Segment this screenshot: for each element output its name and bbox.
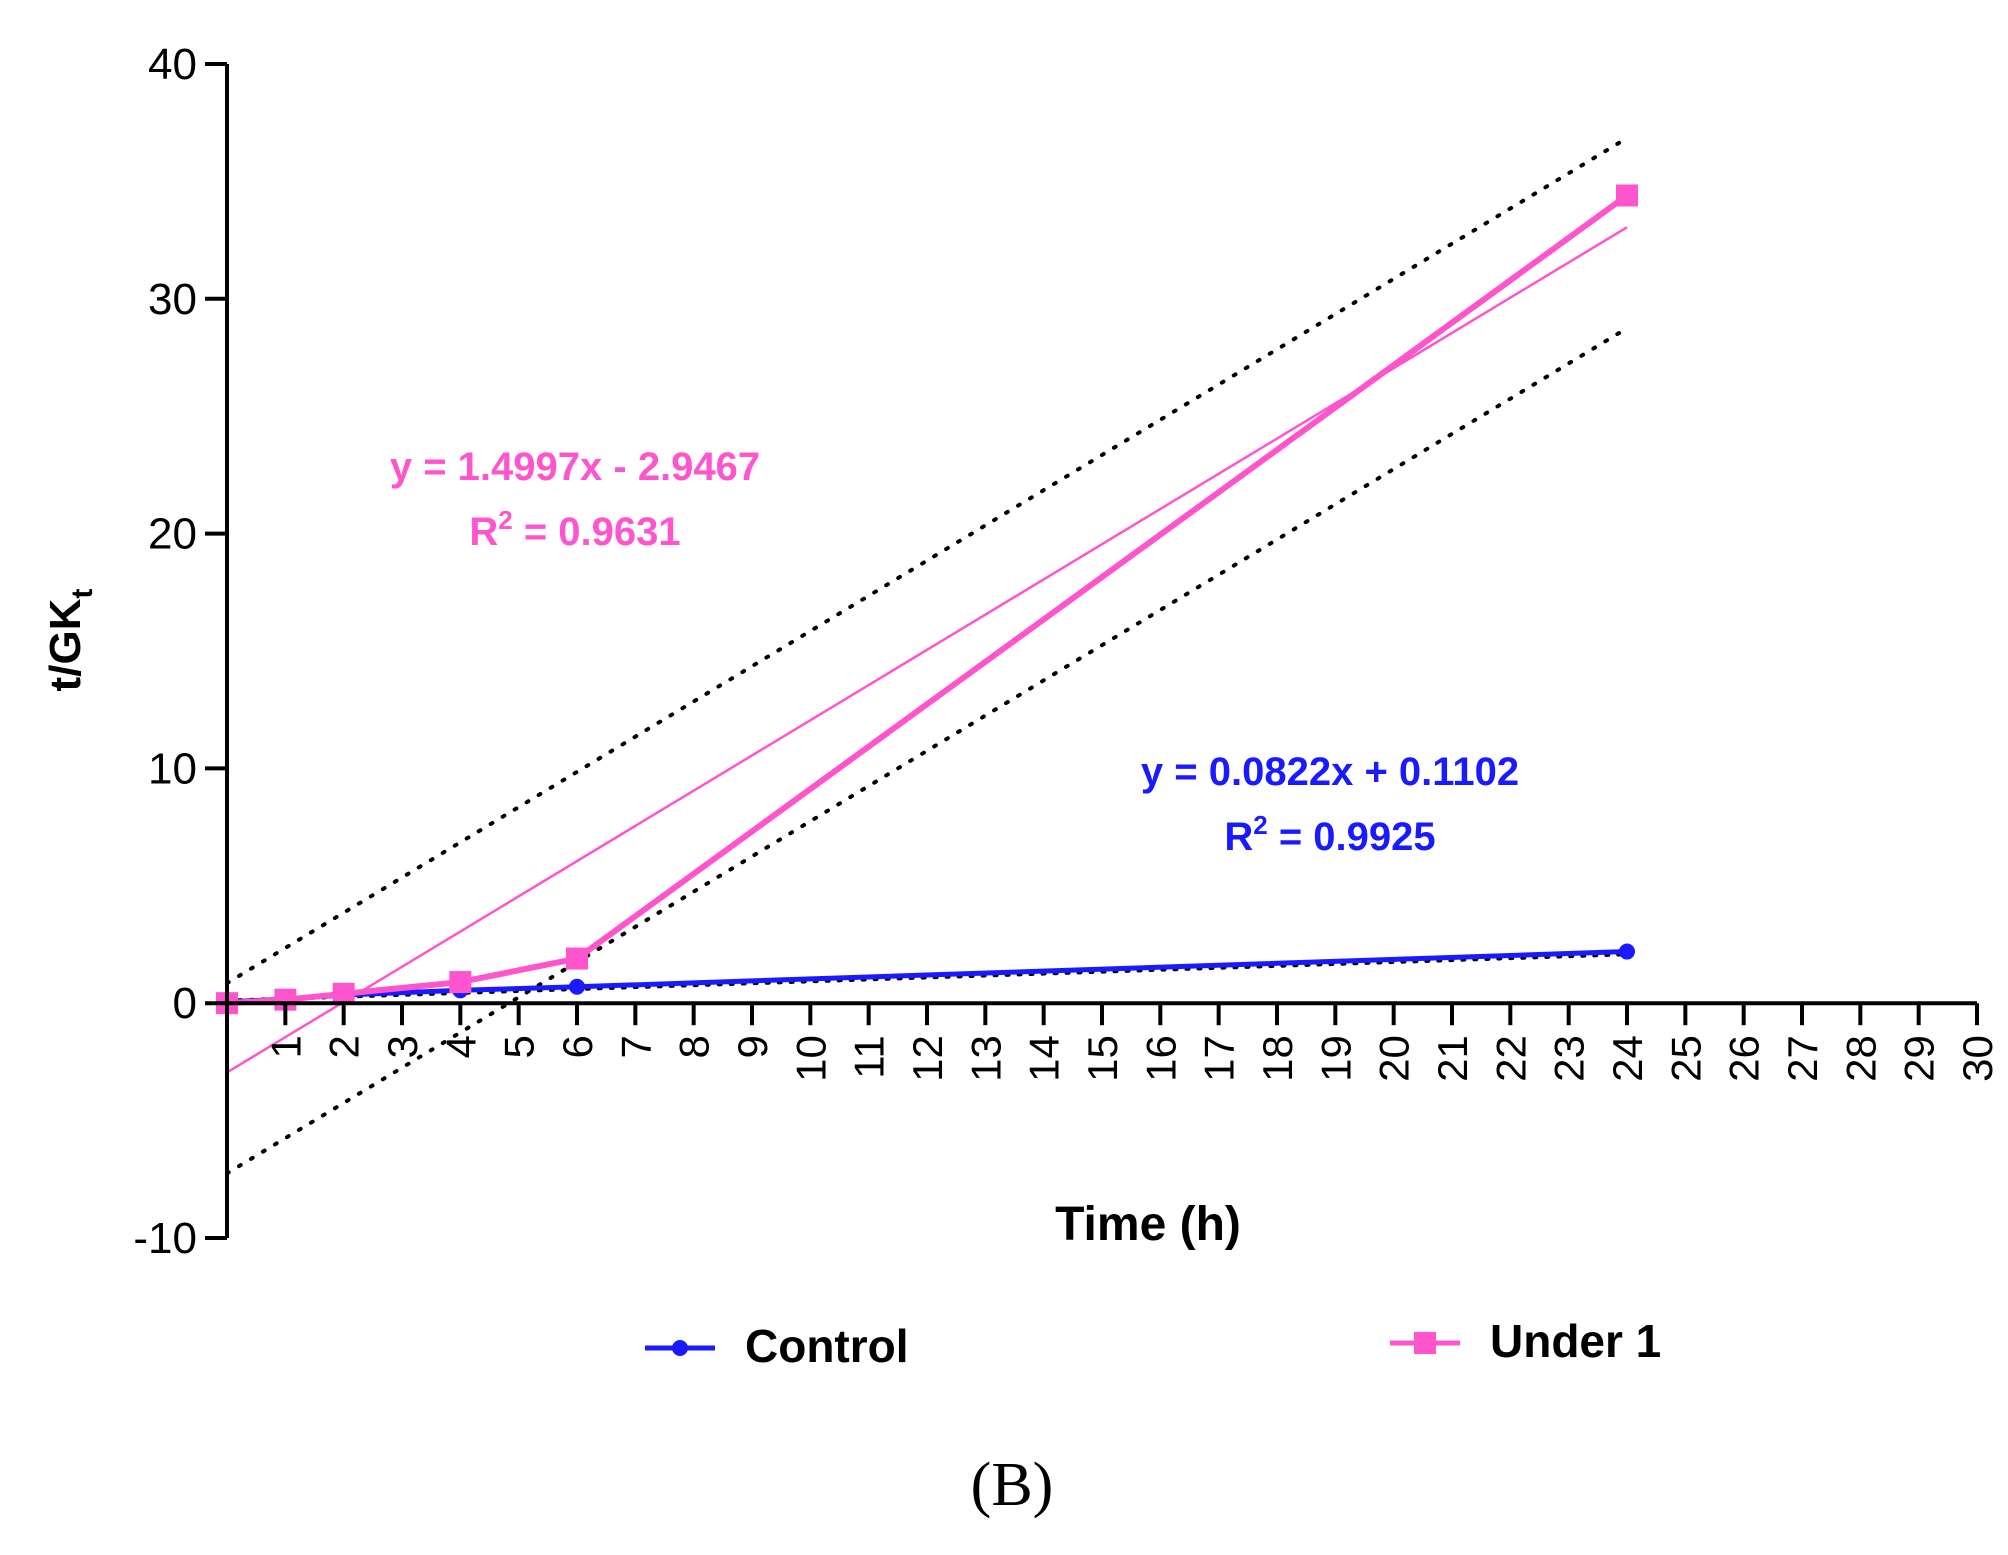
series-layer bbox=[216, 184, 1638, 1015]
x-tick-label: 25 bbox=[1662, 1035, 1709, 1082]
control-r2-sup: 2 bbox=[1253, 810, 1267, 840]
y-tick-label: 40 bbox=[148, 40, 197, 89]
under1-series-line bbox=[226, 193, 1629, 1007]
x-tick-label: 28 bbox=[1837, 1035, 1884, 1082]
control-data-point bbox=[1619, 943, 1635, 960]
x-axis-label: Time (h) bbox=[1055, 1198, 1241, 1251]
x-tick-label: 3 bbox=[379, 1035, 426, 1058]
under1-r2-sup: 2 bbox=[498, 505, 512, 535]
x-tick-label: 26 bbox=[1721, 1035, 1768, 1082]
legend: Control Under 1 bbox=[645, 1315, 1661, 1372]
control-data-point bbox=[569, 978, 585, 995]
trendline-layer bbox=[226, 226, 1628, 1074]
x-tick-label: 6 bbox=[554, 1035, 601, 1058]
x-tick-label: 7 bbox=[612, 1035, 659, 1058]
under1-data-point bbox=[566, 947, 588, 970]
x-tick-label: 20 bbox=[1371, 1035, 1418, 1082]
under1-equation-label: y = 1.4997x - 2.9467 bbox=[390, 445, 760, 489]
x-tick-label: 8 bbox=[671, 1035, 718, 1058]
legend-item-control: Control bbox=[645, 1320, 909, 1372]
x-tick-label: 11 bbox=[846, 1035, 893, 1079]
x-tick-label: 14 bbox=[1021, 1035, 1068, 1082]
x-tick-label: 19 bbox=[1312, 1035, 1359, 1082]
x-tick-label: 15 bbox=[1079, 1035, 1126, 1082]
x-tick-label: 22 bbox=[1487, 1035, 1534, 1082]
y-tick-label: 20 bbox=[148, 510, 197, 559]
x-tick-label: 16 bbox=[1137, 1035, 1184, 1082]
under1-r2-label: R2 = 0.9631 bbox=[469, 505, 680, 554]
under1-trendline bbox=[226, 226, 1628, 1074]
legend-under1-marker bbox=[1414, 1332, 1436, 1354]
control-series-line bbox=[226, 949, 1628, 1005]
y-tick-label: -10 bbox=[133, 1214, 197, 1263]
x-tick-label: 30 bbox=[1954, 1035, 2001, 1082]
x-tick-label: 10 bbox=[787, 1035, 834, 1082]
control-r2-base: R bbox=[1224, 815, 1253, 859]
x-tick-label: 27 bbox=[1779, 1035, 1826, 1082]
control-r2-value: = 0.9925 bbox=[1268, 815, 1436, 859]
x-tick-label: 13 bbox=[962, 1035, 1009, 1082]
x-tick-label: 5 bbox=[496, 1035, 543, 1058]
under1-r2-value: = 0.9631 bbox=[513, 510, 681, 554]
y-tick-label: 30 bbox=[148, 275, 197, 324]
legend-control-marker bbox=[672, 1340, 688, 1356]
x-tick-label: 21 bbox=[1429, 1035, 1476, 1082]
x-tick-label: 29 bbox=[1896, 1035, 1943, 1082]
x-tick-label: 9 bbox=[729, 1035, 776, 1058]
x-tick-label: 4 bbox=[437, 1035, 484, 1058]
legend-control-label: Control bbox=[745, 1320, 909, 1372]
control-trendline bbox=[225, 952, 1629, 1003]
x-tick-label: 12 bbox=[904, 1035, 951, 1082]
confidence-band-layer bbox=[225, 136, 1629, 1176]
x-tick-label: 2 bbox=[321, 1035, 368, 1058]
x-tick-label: 24 bbox=[1604, 1035, 1651, 1082]
x-tick-label: 1 bbox=[262, 1035, 309, 1058]
y-axis-label-main: t/GK bbox=[41, 598, 90, 691]
under1-data-point bbox=[449, 971, 472, 994]
x-tick-label: 23 bbox=[1546, 1035, 1593, 1082]
y-axis-label-subscript: t bbox=[66, 589, 99, 599]
under1-data-point bbox=[332, 982, 355, 1005]
legend-under1-label: Under 1 bbox=[1490, 1315, 1661, 1367]
y-axis-label: t/GKt bbox=[41, 589, 99, 692]
under1-r2-base: R bbox=[469, 510, 498, 554]
legend-item-under1: Under 1 bbox=[1390, 1315, 1661, 1367]
under1-data-point bbox=[1616, 184, 1638, 207]
control-r2-label: R2 = 0.9925 bbox=[1224, 810, 1435, 859]
control-equation-label: y = 0.0822x + 0.1102 bbox=[1141, 750, 1519, 794]
x-tick-label: 18 bbox=[1254, 1035, 1301, 1082]
y-tick-label: 10 bbox=[148, 744, 197, 793]
x-tick-label: 17 bbox=[1196, 1035, 1243, 1082]
panel-label: (B) bbox=[971, 1451, 1054, 1519]
y-tick-label: 0 bbox=[173, 979, 197, 1028]
